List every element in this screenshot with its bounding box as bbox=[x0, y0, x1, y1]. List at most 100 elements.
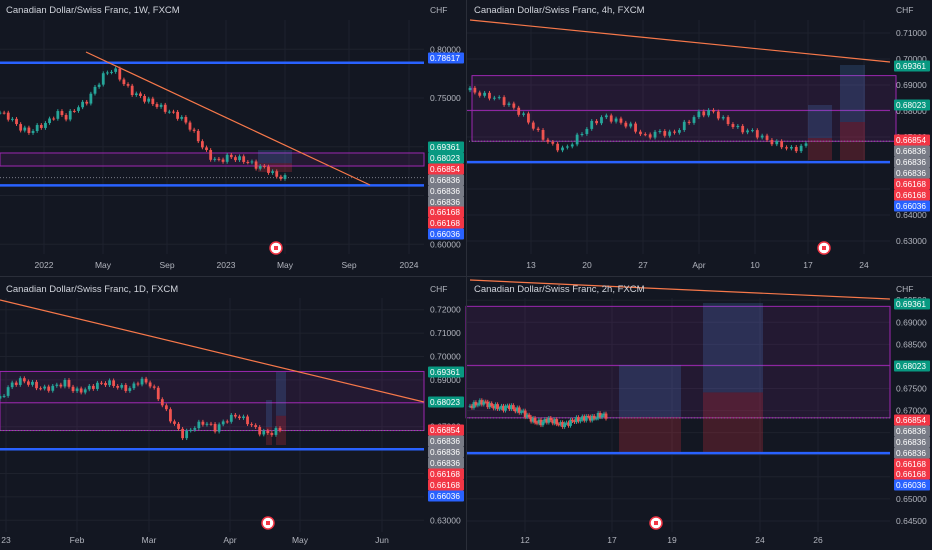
candle-body bbox=[476, 404, 480, 406]
chart-panel-0: 0.800000.750000.700000.650000.600002022M… bbox=[0, 20, 464, 270]
candle-body bbox=[536, 128, 540, 130]
candle-body bbox=[673, 131, 676, 133]
candle-body bbox=[55, 384, 59, 386]
panel-divider-horizontal bbox=[0, 276, 932, 277]
candle-body bbox=[553, 419, 557, 424]
price-tag bbox=[428, 217, 464, 229]
candle-body bbox=[258, 427, 262, 435]
trend-line bbox=[469, 19, 891, 63]
price-tag-label: 0.66854 bbox=[896, 415, 926, 425]
currency-label-1w: CHF bbox=[430, 5, 448, 15]
candle-body bbox=[677, 130, 681, 133]
price-tag-label: 0.66168 bbox=[896, 179, 926, 189]
candle-body bbox=[258, 165, 262, 169]
price-tag-label: 0.66836 bbox=[430, 175, 460, 185]
candle-body bbox=[205, 423, 209, 425]
candle-body bbox=[270, 433, 274, 435]
candle-body bbox=[279, 176, 283, 179]
price-tag bbox=[894, 156, 930, 168]
panel-divider-vertical bbox=[466, 0, 467, 550]
price-tag-label: 0.66836 bbox=[896, 157, 926, 167]
price-tag bbox=[428, 446, 464, 458]
candle-body bbox=[551, 141, 555, 144]
candle-body bbox=[478, 92, 482, 96]
candle-body bbox=[559, 422, 563, 425]
price-tag-label: 0.66168 bbox=[430, 207, 460, 217]
candle-body bbox=[513, 409, 517, 412]
candle-body bbox=[527, 414, 531, 418]
candle-body bbox=[511, 405, 515, 410]
candle-body bbox=[580, 133, 584, 135]
candle-body bbox=[193, 428, 197, 430]
candle-body bbox=[551, 420, 555, 424]
price-tag-label: 0.66036 bbox=[430, 491, 460, 501]
candle-body bbox=[104, 383, 107, 386]
candle-body bbox=[122, 79, 126, 85]
candle-body bbox=[180, 117, 184, 119]
candle-body bbox=[91, 385, 95, 389]
candle-body bbox=[192, 129, 196, 131]
candle-body bbox=[238, 416, 241, 419]
price-tag-label: 0.68023 bbox=[430, 153, 460, 163]
candle-body bbox=[139, 93, 142, 97]
price-tag bbox=[894, 60, 930, 72]
candle-body bbox=[31, 131, 35, 133]
y-tick-label: 0.70000 bbox=[430, 352, 461, 362]
candle-body bbox=[595, 120, 599, 124]
candle-body bbox=[229, 414, 233, 422]
candle-body bbox=[582, 416, 586, 421]
canada-flag-icon-leaf bbox=[654, 521, 658, 525]
candle-body bbox=[604, 115, 608, 118]
candle-body bbox=[136, 383, 140, 385]
candle-body bbox=[181, 428, 185, 439]
candle-body bbox=[639, 131, 642, 135]
x-tick-label: 2022 bbox=[35, 260, 54, 270]
y-tick-label: 0.63000 bbox=[896, 236, 927, 246]
canada-flag-icon-leaf bbox=[266, 521, 270, 525]
candle-body bbox=[517, 107, 521, 115]
chart-panel-1: 0.710000.700000.690000.680000.670000.660… bbox=[466, 19, 930, 270]
candle-body bbox=[799, 145, 803, 152]
candle-body bbox=[586, 416, 590, 418]
candle-body bbox=[167, 111, 171, 113]
price-tag-label: 0.66168 bbox=[430, 469, 460, 479]
candle-body bbox=[22, 378, 26, 382]
candle-body bbox=[692, 117, 696, 123]
candle-body bbox=[751, 130, 754, 132]
y-tick-label: 0.68500 bbox=[896, 339, 927, 349]
candle-body bbox=[746, 130, 749, 133]
x-tick-label: Apr bbox=[692, 260, 705, 270]
candle-body bbox=[95, 382, 99, 389]
trend-line bbox=[0, 299, 425, 403]
price-tag bbox=[428, 163, 464, 175]
candle-body bbox=[780, 141, 784, 148]
candle-body bbox=[531, 122, 535, 129]
candle-body bbox=[707, 110, 711, 116]
candle-body bbox=[702, 111, 706, 116]
candle-body bbox=[155, 104, 159, 107]
candle-body bbox=[93, 86, 97, 94]
candle-body bbox=[144, 378, 148, 383]
x-tick-label: 2023 bbox=[217, 260, 236, 270]
stop-box bbox=[276, 415, 286, 445]
price-tag-label: 0.68023 bbox=[430, 397, 460, 407]
candle-body bbox=[561, 147, 564, 151]
candle-body bbox=[217, 158, 221, 160]
candle-body bbox=[163, 104, 167, 112]
candle-body bbox=[494, 404, 498, 409]
target-box bbox=[840, 65, 865, 122]
candle-body bbox=[156, 387, 160, 400]
y-tick-label: 0.71000 bbox=[430, 328, 461, 338]
candle-body bbox=[527, 113, 530, 123]
candle-body bbox=[517, 407, 521, 413]
candle-body bbox=[474, 402, 478, 406]
price-tag bbox=[428, 152, 464, 164]
candle-body bbox=[271, 171, 275, 173]
price-tag-label: 0.68023 bbox=[896, 361, 926, 371]
candle-body bbox=[580, 416, 584, 420]
stop-box bbox=[808, 138, 832, 160]
candle-body bbox=[89, 93, 93, 104]
price-tag bbox=[894, 189, 930, 201]
price-tag-label: 0.66168 bbox=[430, 218, 460, 228]
price-tag bbox=[428, 185, 464, 197]
